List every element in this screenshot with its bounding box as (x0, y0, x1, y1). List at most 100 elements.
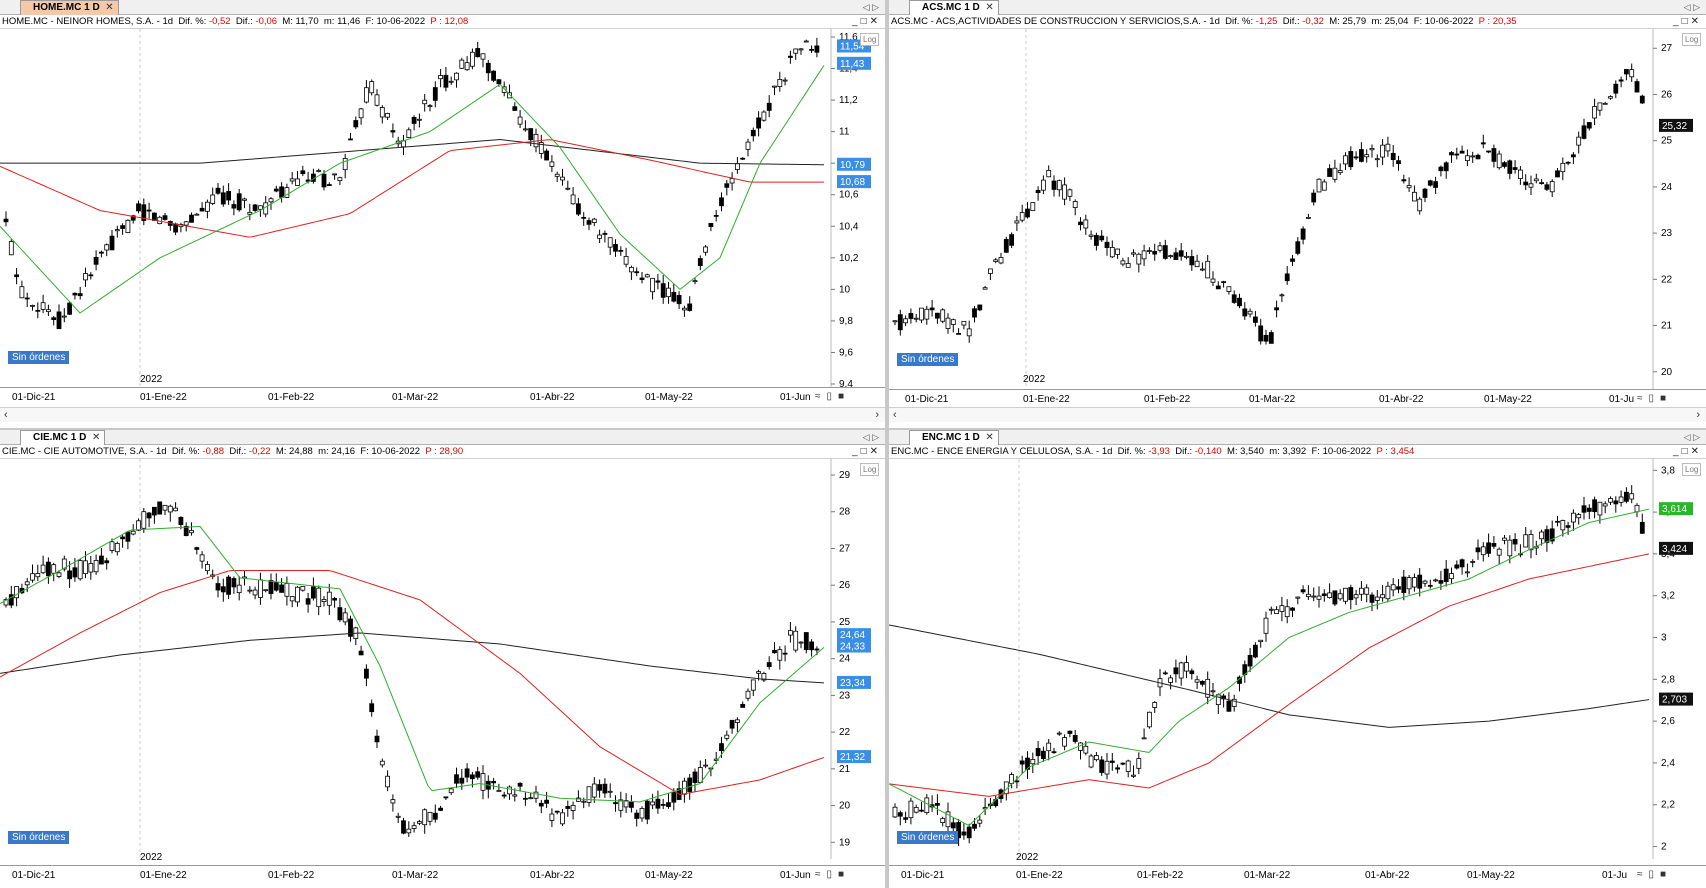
window-buttons[interactable]: _□✕ (852, 446, 881, 457)
candle-body (1040, 750, 1046, 759)
tab-scroll-arrows[interactable]: ◁ ▷ (1683, 2, 1700, 12)
candle-body (1586, 507, 1592, 512)
window-buttons[interactable]: _□✕ (1673, 16, 1702, 27)
scroll-left-icon[interactable]: ‹ (4, 409, 8, 421)
log-scale-button[interactable]: Log (860, 33, 880, 46)
candle-body (178, 517, 184, 526)
chart-tools[interactable]: ≈▯■ (1637, 869, 1673, 880)
scroll-right-icon[interactable]: › (875, 409, 879, 421)
candle-body (1083, 219, 1089, 229)
vertical-splitter[interactable] (885, 0, 889, 888)
candle-body (549, 161, 555, 167)
candle-body (1290, 258, 1295, 262)
tab-bar: CIE.MC 1 D ✕ ◁ ▷ (0, 430, 885, 445)
window-buttons[interactable]: _□✕ (852, 16, 881, 27)
horizontal-splitter[interactable] (0, 428, 1706, 430)
candle-body (1231, 698, 1237, 707)
tab-acs[interactable]: ACS.MC 1 D ✕ (909, 0, 999, 15)
close-tab-icon[interactable]: ✕ (91, 432, 101, 443)
x-tick-label: 01-Feb-22 (268, 392, 315, 403)
price-chart[interactable]: 27 26 25 24 23 22 21 20 25,32 (889, 29, 1706, 389)
candle-body (745, 141, 751, 150)
tab-enc[interactable]: ENC.MC 1 D ✕ (909, 430, 999, 445)
horizontal-scrollbar[interactable]: ‹ › (0, 407, 885, 422)
candle-body (809, 641, 814, 651)
year-label: 2022 (140, 374, 163, 385)
candle-body (777, 78, 783, 87)
candle-body (533, 791, 539, 799)
log-scale-button[interactable]: Log (860, 463, 880, 476)
candle-body (1358, 149, 1364, 162)
close-tab-icon[interactable]: ✕ (985, 2, 994, 13)
candle-body (1427, 584, 1433, 587)
window-buttons[interactable]: _□✕ (1673, 446, 1702, 457)
scroll-left-icon[interactable]: ‹ (893, 409, 897, 421)
candle-body (660, 283, 666, 298)
candle-body (903, 318, 909, 324)
candle-body (416, 118, 422, 121)
close-tab-icon[interactable]: ✕ (985, 432, 994, 443)
chart-tools[interactable]: ≈▯■ (815, 869, 851, 880)
candle-body (459, 59, 465, 69)
candle-body (3, 218, 9, 223)
candle-body (1131, 774, 1136, 777)
price-badge (837, 750, 871, 764)
candle-body (977, 304, 983, 311)
candle-body (337, 607, 343, 621)
candle-body (358, 108, 364, 119)
candle-body (1263, 334, 1269, 342)
candle-body (268, 580, 274, 594)
candle-body (374, 94, 380, 106)
candle-body (1035, 748, 1041, 757)
candle-body (332, 173, 338, 176)
candle-body (1279, 605, 1285, 612)
candle-body (1305, 593, 1311, 597)
horizontal-scrollbar[interactable]: ‹ › (889, 407, 1706, 422)
candle-body (46, 561, 51, 577)
candle-body (1597, 501, 1603, 516)
candle-body (61, 315, 67, 318)
candle-body (1470, 561, 1476, 563)
sma-slow-line (889, 624, 1650, 728)
candle-body (940, 818, 946, 823)
chart-tools[interactable]: ≈▯■ (815, 391, 851, 402)
chart-tools[interactable]: ≈▯■ (1637, 393, 1673, 404)
candle-body (1385, 143, 1391, 152)
min-value: m: 11,46 (323, 16, 361, 27)
candle-body (469, 774, 475, 780)
x-tick-label: 01-Feb-22 (268, 870, 315, 881)
tab-scroll-arrows[interactable]: ◁ ▷ (1683, 432, 1700, 442)
x-tick-label: 01-Abr-22 (1365, 870, 1410, 881)
x-tick-label: 01-Jun (780, 870, 811, 881)
log-scale-button[interactable]: Log (1682, 463, 1702, 476)
price-chart[interactable]: 11,611,411,21110,810,610,410,2109,89,69,… (0, 29, 885, 389)
close-tab-icon[interactable]: ✕ (105, 2, 114, 13)
candle-body (1046, 170, 1052, 178)
price-badge (1659, 118, 1693, 132)
x-tick-label: 01-Abr-22 (530, 870, 575, 881)
log-scale-button[interactable]: Log (1682, 33, 1702, 46)
tab-scroll-arrows[interactable]: ◁ ▷ (862, 2, 879, 12)
price-chart[interactable]: 3,83,63,43,232,82,62,42,223,6143,4242,70… (889, 459, 1706, 859)
scroll-right-icon[interactable]: › (1696, 409, 1700, 421)
candle-body (1390, 584, 1396, 591)
candle-body (1634, 81, 1640, 93)
price-badge-label: 11,43 (840, 59, 865, 70)
tab-home[interactable]: HOME.MC 1 D ✕ (20, 0, 119, 15)
candle-body (136, 203, 141, 212)
y-tick-label: 21 (839, 764, 851, 775)
candle-body (570, 194, 576, 205)
tab-scroll-arrows[interactable]: ◁ ▷ (862, 432, 879, 442)
x-tick-label: 01-Dic-21 (12, 870, 56, 881)
candle-body (1443, 162, 1449, 172)
y-tick-label: 23 (839, 690, 851, 701)
candle-body (697, 258, 703, 266)
candle-body (1470, 155, 1476, 158)
price-badge-label: 24,33 (840, 642, 865, 653)
candle-body (1586, 122, 1592, 129)
candle-body (416, 821, 422, 824)
candle-body (756, 117, 761, 129)
candle-body (803, 632, 809, 651)
tab-cie[interactable]: CIE.MC 1 D ✕ (20, 430, 106, 445)
